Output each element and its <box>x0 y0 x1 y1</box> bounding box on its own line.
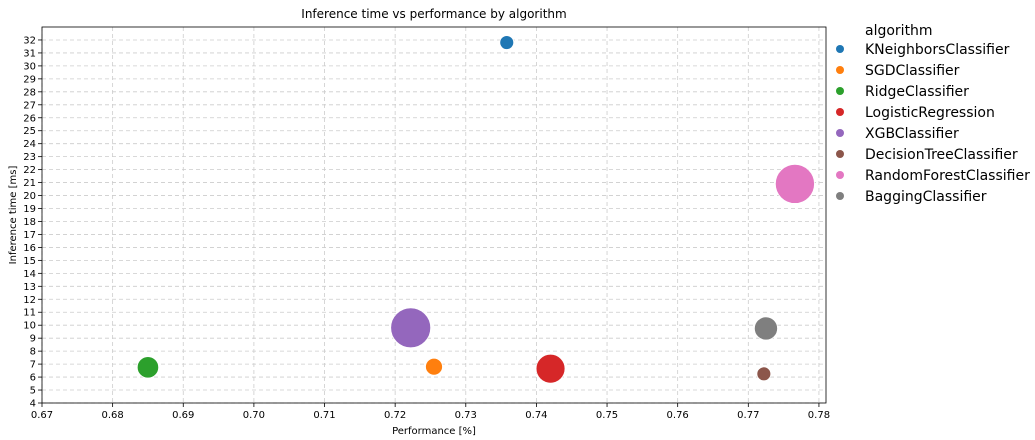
x-tick-label: 0.74 <box>525 410 547 421</box>
y-tick-label: 26 <box>23 113 36 124</box>
legend-marker-DecisionTreeClassifier <box>836 150 844 158</box>
grid <box>41 27 826 404</box>
chart-title: Inference time vs performance by algorit… <box>301 7 566 21</box>
legend-item-LogisticRegression: LogisticRegression <box>865 105 995 121</box>
x-tick-label: 0.70 <box>243 410 265 421</box>
point-RandomForestClassifier <box>774 163 815 204</box>
y-tick-label: 10 <box>23 321 36 332</box>
data-points <box>136 35 815 384</box>
y-tick-label: 25 <box>23 126 36 137</box>
y-axis-label: Inference time [ms] <box>8 166 19 265</box>
x-tick-label: 0.67 <box>31 410 53 421</box>
legend-marker-XGBClassifier <box>836 129 844 137</box>
y-tick-label: 17 <box>23 230 36 241</box>
x-tick-label: 0.75 <box>596 410 618 421</box>
point-BaggingClassifier <box>753 316 778 341</box>
point-LogisticRegression <box>535 353 566 384</box>
y-tick-label: 24 <box>23 139 36 150</box>
legend-title: algorithm <box>865 23 933 39</box>
x-axis-label: Performance [%] <box>392 426 476 437</box>
x-tick-label: 0.71 <box>313 410 335 421</box>
y-tick-label: 9 <box>30 334 36 345</box>
x-tick-label: 0.69 <box>172 410 194 421</box>
legend-item-SGDClassifier: SGDClassifier <box>865 63 960 79</box>
y-tick-label: 15 <box>23 256 36 267</box>
y-tick-label: 4 <box>30 399 36 410</box>
legend-marker-RandomForestClassifier <box>836 171 844 179</box>
point-SGDClassifier <box>425 357 443 376</box>
y-tick-label: 13 <box>23 282 36 293</box>
point-DecisionTreeClassifier <box>756 366 772 382</box>
y-tick-label: 8 <box>30 347 36 358</box>
y-tick-label: 31 <box>23 48 36 59</box>
y-tick-label: 12 <box>23 295 36 306</box>
legend-marker-BaggingClassifier <box>836 192 844 200</box>
x-axis: 0.67 0.68 0.69 0.70 0.71 0.72 0.73 0.74 0.75 0.76… <box>31 403 830 421</box>
y-tick-label: 30 <box>23 61 36 72</box>
y-tick-label: 16 <box>23 243 36 254</box>
x-tick-label: 0.72 <box>384 410 406 421</box>
x-tick-label: 0.78 <box>808 410 830 421</box>
y-tick-label: 29 <box>23 74 36 85</box>
legend-marker-LogisticRegression <box>836 108 844 116</box>
y-tick-label: 6 <box>30 373 36 384</box>
x-tick-label: 0.76 <box>667 410 689 421</box>
y-tick-label: 19 <box>23 204 36 215</box>
y-tick-label: 18 <box>23 217 36 228</box>
legend-item-XGBClassifier: XGBClassifier <box>865 126 959 142</box>
legend-item-BaggingClassifier: BaggingClassifier <box>865 189 987 205</box>
legend-item-DecisionTreeClassifier: DecisionTreeClassifier <box>865 147 1018 163</box>
y-tick-label: 27 <box>23 100 36 111</box>
point-RidgeClassifier <box>136 356 160 379</box>
legend-item-RandomForestClassifier: RandomForestClassifier <box>865 168 1030 184</box>
point-KNeighborsClassifier <box>499 35 515 50</box>
y-tick-label: 23 <box>23 152 36 163</box>
y-tick-label: 14 <box>23 269 36 280</box>
y-tick-label: 21 <box>23 178 36 189</box>
legend-marker-SGDClassifier <box>836 66 844 74</box>
y-tick-label: 7 <box>30 360 36 371</box>
y-tick-label: 32 <box>23 35 36 46</box>
legend-item-RidgeClassifier: RidgeClassifier <box>865 84 969 100</box>
y-tick-label: 11 <box>23 308 36 319</box>
y-axis: 4 5 6 7 8 9 10 11 12 13 14 15 16 17 18 19 20 21 22 23 24 25 26… <box>23 35 42 410</box>
x-tick-label: 0.77 <box>737 410 759 421</box>
legend-item-KNeighborsClassifier: KNeighborsClassifier <box>865 42 1010 58</box>
plot-frame <box>41 26 827 404</box>
point-XGBClassifier <box>390 307 432 349</box>
legend-marker-KNeighborsClassifier <box>836 45 844 53</box>
legend: algorithm KNeighborsClassifier SGDClassif… <box>836 23 1030 205</box>
y-tick-label: 20 <box>23 191 36 202</box>
legend-marker-RidgeClassifier <box>836 87 844 95</box>
x-tick-label: 0.73 <box>455 410 477 421</box>
y-tick-label: 5 <box>30 386 36 397</box>
x-tick-label: 0.68 <box>101 410 123 421</box>
y-tick-label: 22 <box>23 165 36 176</box>
y-tick-label: 28 <box>23 87 36 98</box>
